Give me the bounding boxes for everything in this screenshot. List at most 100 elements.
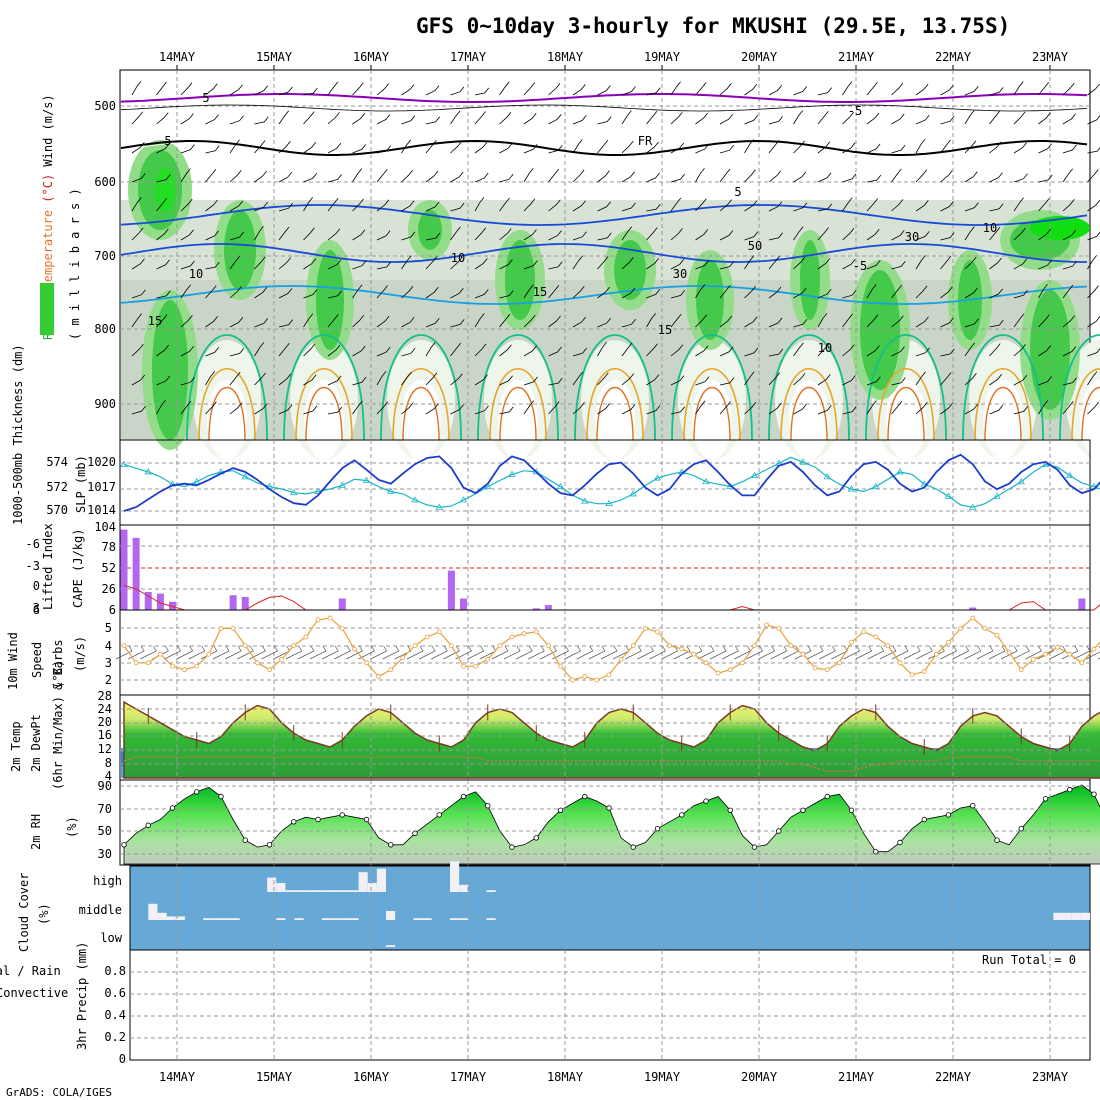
wind-barb [352, 198, 364, 212]
wind10-point [303, 634, 309, 640]
wind10-point [921, 669, 927, 674]
thickness-point [847, 485, 856, 492]
wind-barb [180, 260, 195, 270]
wind-barb [646, 343, 658, 357]
wind-barb [842, 289, 857, 299]
wind-barb [793, 110, 804, 125]
wind-barb [572, 200, 586, 212]
wind-barb [989, 227, 1001, 241]
wind-barb [278, 171, 293, 183]
rh2m-area [123, 784, 1100, 865]
wind-barb [401, 286, 414, 299]
wind-barb [891, 377, 906, 386]
rh2m-point [897, 839, 903, 846]
thickness-point [1017, 477, 1025, 485]
wind-barb [1038, 228, 1051, 241]
wind-barb [352, 229, 366, 241]
wind-barb [303, 405, 318, 415]
wind-barb [744, 371, 755, 386]
wind10-point [388, 667, 394, 673]
wind-barb [891, 315, 904, 328]
thickness-line [123, 456, 1100, 508]
date-label-bottom: 15MAY [256, 1070, 293, 1084]
wind-barb [646, 289, 661, 299]
cloud-bar [212, 918, 222, 920]
wind-barb [1013, 173, 1028, 183]
wind10-points [121, 615, 1097, 683]
wind-barb [940, 286, 953, 299]
rh2m-point [848, 807, 855, 813]
wind-barb [793, 171, 807, 183]
temperature-contour-20 [489, 367, 547, 441]
wind-barb [548, 114, 562, 125]
wind-barb [180, 345, 195, 357]
rh2m-point [582, 793, 588, 800]
wind-barb [401, 139, 412, 154]
wind-barb [597, 317, 612, 328]
wind10-point [958, 626, 964, 631]
date-label-top: 20MAY [741, 50, 778, 64]
wind-barb [621, 257, 634, 270]
upper-ytick: 600 [94, 175, 116, 189]
wind-barb [621, 226, 633, 241]
wind-barb [1013, 406, 1029, 415]
wind-barb [940, 84, 954, 96]
wind10-barb [831, 645, 848, 660]
wind-barb [401, 231, 416, 241]
wind-barb [695, 198, 707, 212]
wind-barb [891, 82, 904, 96]
rh2m-point [679, 812, 685, 818]
wind-barb [891, 230, 905, 241]
cloud-bar [459, 918, 469, 920]
wind-barb [817, 313, 828, 328]
wind-barb [205, 285, 217, 299]
wind-barb [229, 286, 242, 299]
wind-barb [450, 140, 463, 154]
wind10-point [1030, 656, 1036, 662]
thickness-point [338, 481, 346, 488]
wind-barb [180, 229, 194, 241]
wind-barb [670, 142, 685, 154]
rh2m-tick: 50 [98, 824, 112, 838]
wind-barb [401, 169, 414, 183]
thickness-point [411, 496, 419, 503]
rh2m-point [970, 803, 976, 809]
temperature-contour-15 [477, 334, 559, 441]
wind-barb [180, 400, 192, 415]
cloud-bar [294, 918, 304, 920]
wind-barb [327, 174, 343, 183]
thickness-point [144, 468, 152, 475]
wind10-point [254, 660, 260, 666]
cloud-bar [322, 918, 332, 920]
wind-barb [744, 285, 757, 299]
wind10-point [946, 639, 951, 645]
cloud-bar [331, 890, 341, 892]
wind-barb [964, 110, 975, 125]
wind-barb [1087, 401, 1100, 415]
wind-barb [597, 372, 609, 386]
rh2m-point [703, 798, 709, 804]
temperature-contour-15 [380, 334, 462, 441]
wind-barb [842, 173, 857, 183]
wind-barb [964, 342, 976, 357]
wind-barb [940, 232, 955, 241]
wind-barb [1062, 82, 1075, 96]
wind-barb [964, 403, 979, 415]
wind-barb [156, 259, 170, 270]
date-label-top: 14MAY [159, 50, 196, 64]
wind10-point [776, 626, 782, 631]
cape-bar [969, 607, 977, 610]
wind-barb [719, 261, 735, 270]
rh2m-point [654, 826, 661, 832]
wind10-point [545, 643, 551, 648]
rh2m-point [242, 837, 248, 843]
wind-barb [989, 141, 1002, 154]
wind-barb [548, 83, 561, 96]
wind-barb [891, 401, 903, 415]
wind-barb [1062, 144, 1077, 154]
wind-barb [719, 230, 734, 241]
wind-barb [156, 81, 167, 96]
wind-barb [278, 373, 292, 386]
wind-barb [891, 346, 905, 357]
wind-barb [597, 403, 611, 415]
